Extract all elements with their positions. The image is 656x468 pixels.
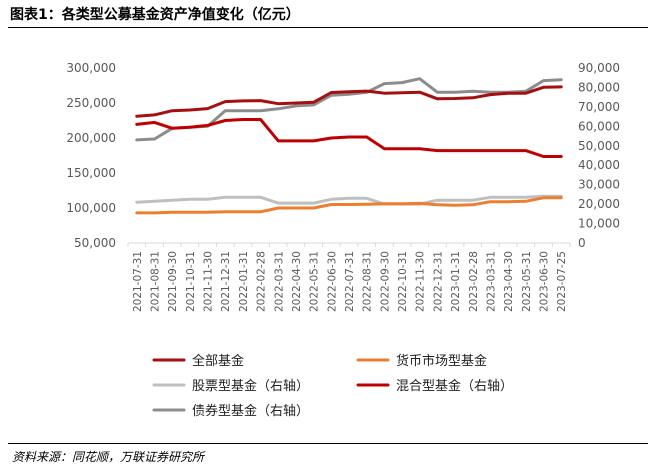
- chart-title: 图表1：各类型公募基金资产净值变化（亿元）: [10, 7, 300, 23]
- right-axis-tick-label: 10,000: [578, 217, 620, 231]
- x-axis-tick-label: 2023-03-31: [485, 251, 497, 312]
- chart-svg: 50,000 100,000 150,000 200,000 250,000 300,00…: [66, 61, 620, 419]
- title-divider: [8, 27, 648, 28]
- footer-divider: [8, 443, 648, 444]
- x-axis-tick-label: 2022-11-30: [415, 251, 427, 312]
- right-axis-tick-label: 0: [578, 236, 586, 250]
- x-axis-tick-label: 2022-12-31: [432, 251, 444, 312]
- x-axis-tick-label: 2021-12-31: [220, 251, 232, 312]
- legend-label-money-market: 货币市场型基金: [396, 353, 487, 369]
- x-axis-tick-label: 2021-07-31: [132, 251, 144, 312]
- right-axis-tick-label: 70,000: [578, 100, 620, 114]
- x-axis-tick-label: 2022-01-31: [238, 251, 250, 312]
- x-axis-tick-label: 2022-08-31: [362, 251, 374, 312]
- x-axis-tick-label: 2022-09-30: [379, 251, 391, 312]
- x-axis-tick-label: 2021-11-30: [203, 251, 215, 312]
- x-axis-tick-label: 2022-03-31: [273, 251, 285, 312]
- left-axis-tick-label: 200,000: [66, 131, 116, 145]
- right-axis-tick-label: 90,000: [578, 61, 620, 75]
- series-line-money-market: [135, 196, 563, 215]
- x-axis-tick-label: 2022-05-31: [309, 251, 321, 312]
- right-axis-tick-label: 30,000: [578, 178, 620, 192]
- legend-label-stock: 股票型基金（右轴）: [192, 378, 309, 394]
- x-axis-tick-label: 2022-02-28: [256, 251, 268, 312]
- chart-axes: 50,000 100,000 150,000 200,000 250,000 300,00…: [66, 61, 620, 250]
- legend-label-all-funds: 全部基金: [192, 353, 244, 369]
- x-axis-tick-label: 2023-01-31: [450, 251, 462, 312]
- right-axis-tick-label: 20,000: [578, 197, 620, 211]
- x-axis-tick-label: 2023-06-30: [538, 251, 550, 312]
- legend-label-mixed: 混合型基金（右轴）: [396, 378, 513, 394]
- series-line-stock: [135, 194, 563, 206]
- x-axis-tick-label: 2021-09-30: [167, 251, 179, 312]
- x-axis-tick-label: 2022-07-31: [344, 251, 356, 312]
- x-axis-tick-label: 2022-04-30: [291, 251, 303, 312]
- right-axis-tick-label: 60,000: [578, 119, 620, 133]
- left-axis-tick-label: 300,000: [66, 61, 116, 75]
- left-axis-tick-label: 150,000: [66, 166, 116, 180]
- x-axis-tick-label: 2023-05-31: [521, 251, 533, 312]
- series-line-mixed: [135, 118, 563, 158]
- left-axis-tick-label: 250,000: [66, 96, 116, 110]
- x-axis-tick-label: 2022-06-30: [326, 251, 338, 312]
- chart-series: [135, 77, 563, 215]
- x-axis-tick-label: 2023-07-25: [556, 251, 568, 312]
- x-axis-tick-label: 2021-10-31: [185, 251, 197, 312]
- right-axis-tick-label: 40,000: [578, 158, 620, 172]
- right-axis-tick-label: 50,000: [578, 139, 620, 153]
- left-axis-tick-label: 50,000: [74, 236, 116, 250]
- left-axis-tick-label: 100,000: [66, 201, 116, 215]
- x-axis-tick-label: 2021-08-31: [150, 251, 162, 312]
- legend-label-bond: 债券型基金（右轴）: [192, 403, 309, 419]
- x-axis-ticks: 2021-07-31 2021-08-31 2021-09-30 2021-10-31…: [127, 243, 571, 312]
- series-line-all-funds: [135, 85, 563, 118]
- right-axis-tick-label: 80,000: [578, 80, 620, 94]
- x-axis-tick-label: 2023-04-30: [503, 251, 515, 312]
- x-axis-tick-label: 2022-10-31: [397, 251, 409, 312]
- x-axis-tick-label: 2023-02-28: [468, 251, 480, 312]
- source-note: 资料来源：同花顺，万联证券研究所: [12, 450, 205, 464]
